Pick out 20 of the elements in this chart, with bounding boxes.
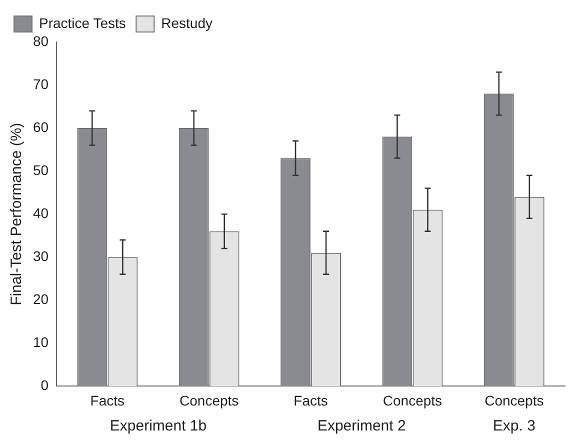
text: Exp. 3 (492, 418, 536, 435)
y-tick-label: 0 (40, 377, 49, 394)
text: Experiment 2 (317, 418, 406, 435)
y-tick-label: 70 (32, 76, 49, 92)
legend-label: Practice Tests (39, 14, 126, 31)
x-tick-label: Concepts (180, 392, 239, 408)
x-tick-label: Concepts (484, 392, 544, 408)
y-tick-label: 60 (32, 118, 49, 135)
y-tick-label: 20 (32, 291, 49, 308)
y-tick-label: 40 (32, 204, 49, 221)
y-axis-title: Final-Test Performance (%) (8, 122, 26, 306)
legend-label: Restudy (161, 14, 212, 31)
x-tick-label: Concepts (382, 392, 442, 408)
y-tick-label: 50 (32, 162, 49, 178)
y-tick-label: 30 (32, 248, 49, 264)
y-tick-label: 10 (32, 334, 49, 350)
x-tick-label: Facts (90, 392, 125, 408)
x-tick-label: Facts (294, 392, 328, 408)
text: Experiment 1b (110, 418, 207, 435)
y-tick-label: 80 (32, 32, 49, 49)
